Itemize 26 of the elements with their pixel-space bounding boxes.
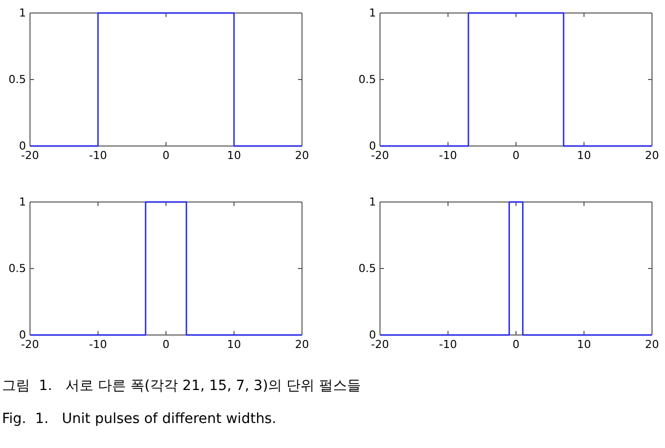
x-tick-label: -10 [89,338,107,351]
y-tick-label: 1 [369,196,376,209]
y-tick-label: 1 [19,6,26,20]
y-tick-label: 1 [369,6,376,20]
x-tick-label: 20 [295,148,309,162]
x-tick-label: 20 [645,338,659,351]
x-tick-label: 20 [295,338,309,351]
y-tick-label: 0.5 [8,262,26,276]
x-tick-label: 20 [645,148,659,162]
y-tick-label: 0.5 [358,262,376,276]
caption: 그림 1. 서로 다른 폭(각각 21, 15, 7, 3)의 단위 펄스들 [2,378,361,394]
x-tick-label: 0 [512,338,520,351]
x-tick-label: -10 [439,338,457,351]
x-tick-label: 0 [512,148,520,162]
x-tick-label: 10 [577,148,591,162]
x-tick-label: 0 [162,148,170,162]
x-tick-label: -10 [439,148,457,162]
y-tick-label: 1 [19,196,26,209]
x-tick-label: 0 [162,338,170,351]
y-tick-label: 0.5 [358,73,376,86]
x-tick-label: -10 [89,148,107,162]
y-tick-label: 0.5 [8,73,26,86]
x-tick-label: 10 [577,338,591,351]
x-tick-label: 10 [227,148,241,162]
caption: Fig. 1. Unit pulses of different widths. [2,411,276,427]
x-tick-label: 10 [227,338,241,351]
